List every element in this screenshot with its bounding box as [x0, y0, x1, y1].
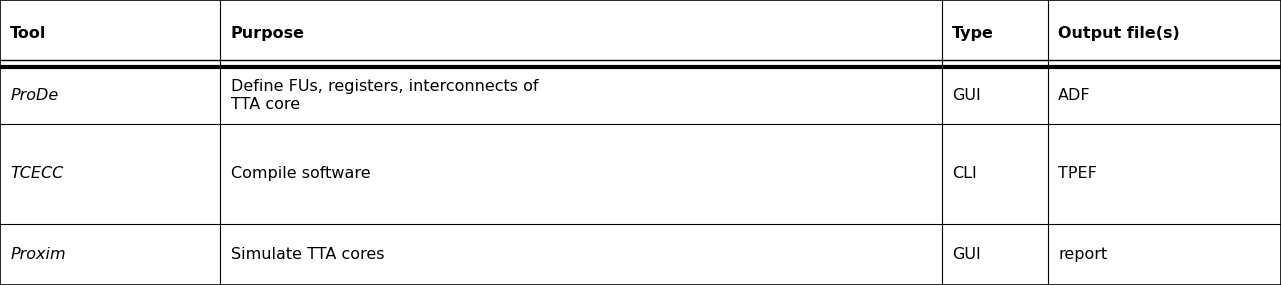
- Text: TCECC: TCECC: [10, 166, 64, 181]
- Text: Compile software: Compile software: [231, 166, 370, 181]
- Text: Define FUs, registers, interconnects of
TTA core: Define FUs, registers, interconnects of …: [231, 79, 538, 112]
- Text: Type: Type: [952, 26, 994, 41]
- Text: Output file(s): Output file(s): [1058, 26, 1180, 41]
- Text: TPEF: TPEF: [1058, 166, 1097, 181]
- Text: GUI: GUI: [952, 88, 980, 103]
- Text: Purpose: Purpose: [231, 26, 305, 41]
- Text: ADF: ADF: [1058, 88, 1090, 103]
- Text: ProDe: ProDe: [10, 88, 59, 103]
- Text: Tool: Tool: [10, 26, 46, 41]
- Text: Simulate TTA cores: Simulate TTA cores: [231, 247, 384, 262]
- Text: Proxim: Proxim: [10, 247, 65, 262]
- Text: GUI: GUI: [952, 247, 980, 262]
- Text: report: report: [1058, 247, 1107, 262]
- Text: CLI: CLI: [952, 166, 976, 181]
